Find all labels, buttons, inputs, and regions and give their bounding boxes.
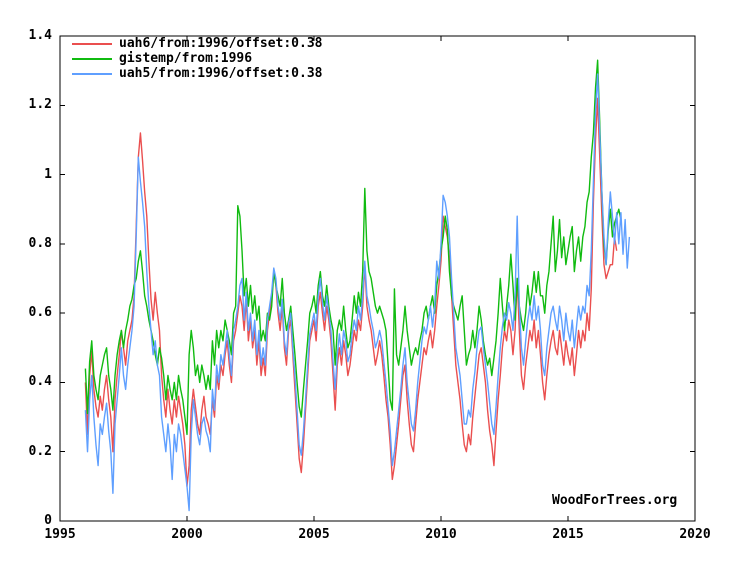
chart-legend: uah6/from:1996/offset:0.38 gistemp/from:… — [72, 36, 323, 81]
uah6-line-swatch — [72, 42, 112, 45]
plot-frame — [59, 35, 696, 522]
axis-ticks — [59, 35, 696, 522]
legend-label-uah5: uah5/from:1996/offset:0.38 — [119, 66, 323, 81]
x-tick-label: 2010 — [425, 527, 457, 542]
legend-label-gistemp: gistemp/from:1996 — [119, 51, 253, 66]
watermark: WoodForTrees.org — [552, 493, 678, 508]
series-line-uah6 — [84, 97, 618, 488]
series-line-gistemp — [84, 59, 622, 436]
gistemp-line-swatch — [72, 57, 112, 60]
x-tick-label: 2005 — [298, 527, 330, 542]
y-tick-label: 0.2 — [28, 443, 52, 459]
legend-item-uah5: uah5/from:1996/offset:0.38 — [72, 66, 323, 81]
y-tick-label: 1.4 — [28, 28, 52, 43]
x-tick-label: 2015 — [552, 527, 584, 542]
uah5-line-swatch — [72, 72, 112, 75]
x-tick-label: 1995 — [44, 527, 76, 542]
y-tick-label: 0 — [44, 513, 52, 528]
legend-item-gistemp: gistemp/from:1996 — [72, 51, 323, 66]
y-tick-label: 0.4 — [28, 374, 52, 390]
y-tick-label: 0.8 — [28, 235, 52, 251]
y-tick-label: 0.6 — [28, 305, 52, 321]
series-line-uah5 — [84, 73, 631, 512]
x-tick-label: 2020 — [679, 527, 711, 542]
legend-item-uah6: uah6/from:1996/offset:0.38 — [72, 36, 323, 51]
y-tick-label: 1 — [44, 166, 52, 182]
x-tick-label: 2000 — [171, 527, 203, 542]
y-tick-label: 1.2 — [28, 97, 52, 113]
legend-label-uah6: uah6/from:1996/offset:0.38 — [119, 36, 323, 51]
